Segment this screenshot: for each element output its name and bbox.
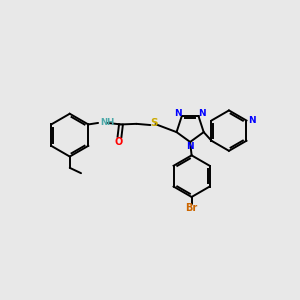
Text: S: S xyxy=(150,118,158,128)
Text: O: O xyxy=(115,137,123,147)
Text: Br: Br xyxy=(185,203,198,213)
Text: N: N xyxy=(248,116,255,125)
Text: NH: NH xyxy=(100,118,114,127)
Text: N: N xyxy=(199,109,206,118)
Text: N: N xyxy=(174,109,182,118)
Text: N: N xyxy=(186,142,194,151)
